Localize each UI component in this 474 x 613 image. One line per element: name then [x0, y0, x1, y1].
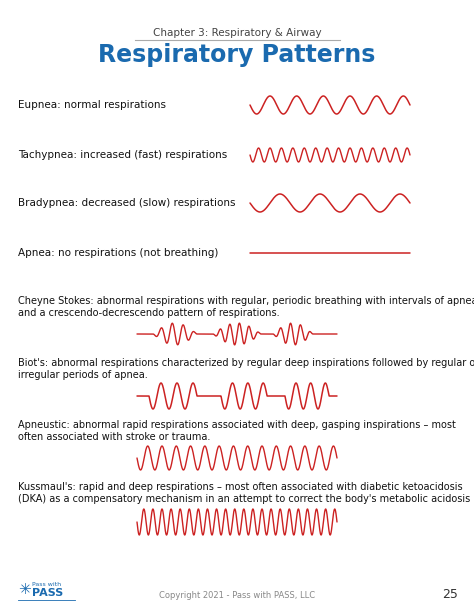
Text: PASS: PASS — [32, 588, 63, 598]
Text: Bradypnea: decreased (slow) respirations: Bradypnea: decreased (slow) respirations — [18, 198, 236, 208]
Text: ✳: ✳ — [18, 582, 31, 598]
Text: Kussmaul's: rapid and deep respirations – most often associated with diabetic ke: Kussmaul's: rapid and deep respirations … — [18, 482, 463, 492]
Text: Apneustic: abnormal rapid respirations associated with deep, gasping inspiration: Apneustic: abnormal rapid respirations a… — [18, 420, 456, 430]
Text: irregular periods of apnea.: irregular periods of apnea. — [18, 370, 148, 380]
Text: Chapter 3: Respiratory & Airway: Chapter 3: Respiratory & Airway — [153, 28, 321, 38]
Text: often associated with stroke or trauma.: often associated with stroke or trauma. — [18, 432, 210, 442]
Text: Copyright 2021 - Pass with PASS, LLC: Copyright 2021 - Pass with PASS, LLC — [159, 590, 315, 600]
Text: Pass with: Pass with — [32, 582, 61, 587]
Text: Biot's: abnormal respirations characterized by regular deep inspirations followe: Biot's: abnormal respirations characteri… — [18, 358, 474, 368]
Text: (DKA) as a compensatory mechanism in an attempt to correct the body's metabolic : (DKA) as a compensatory mechanism in an … — [18, 494, 470, 504]
Text: Respiratory Patterns: Respiratory Patterns — [98, 43, 376, 67]
Text: Apnea: no respirations (not breathing): Apnea: no respirations (not breathing) — [18, 248, 219, 258]
Text: 25: 25 — [442, 588, 458, 601]
Text: Cheyne Stokes: abnormal respirations with regular, periodic breathing with inter: Cheyne Stokes: abnormal respirations wit… — [18, 296, 474, 306]
Text: and a crescendo-decrescendo pattern of respirations.: and a crescendo-decrescendo pattern of r… — [18, 308, 280, 318]
Text: Tachypnea: increased (fast) respirations: Tachypnea: increased (fast) respirations — [18, 150, 227, 160]
Text: Eupnea: normal respirations: Eupnea: normal respirations — [18, 100, 166, 110]
